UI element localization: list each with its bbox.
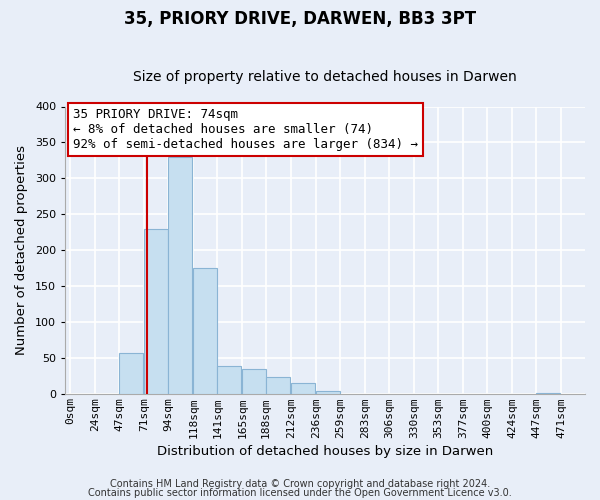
Bar: [242, 369, 266, 394]
Text: Contains public sector information licensed under the Open Government Licence v3: Contains public sector information licen…: [88, 488, 512, 498]
Title: Size of property relative to detached houses in Darwen: Size of property relative to detached ho…: [133, 70, 517, 85]
Text: 35, PRIORY DRIVE, DARWEN, BB3 3PT: 35, PRIORY DRIVE, DARWEN, BB3 3PT: [124, 10, 476, 28]
Bar: [193, 268, 217, 394]
Bar: [119, 354, 143, 395]
Bar: [217, 366, 241, 394]
Bar: [316, 390, 340, 394]
Bar: [144, 229, 168, 394]
Bar: [168, 157, 192, 394]
Text: Contains HM Land Registry data © Crown copyright and database right 2024.: Contains HM Land Registry data © Crown c…: [110, 479, 490, 489]
Bar: [536, 393, 560, 394]
Bar: [291, 384, 315, 394]
X-axis label: Distribution of detached houses by size in Darwen: Distribution of detached houses by size …: [157, 444, 493, 458]
Y-axis label: Number of detached properties: Number of detached properties: [15, 146, 28, 356]
Text: 35 PRIORY DRIVE: 74sqm
← 8% of detached houses are smaller (74)
92% of semi-deta: 35 PRIORY DRIVE: 74sqm ← 8% of detached …: [73, 108, 418, 151]
Bar: [266, 377, 290, 394]
